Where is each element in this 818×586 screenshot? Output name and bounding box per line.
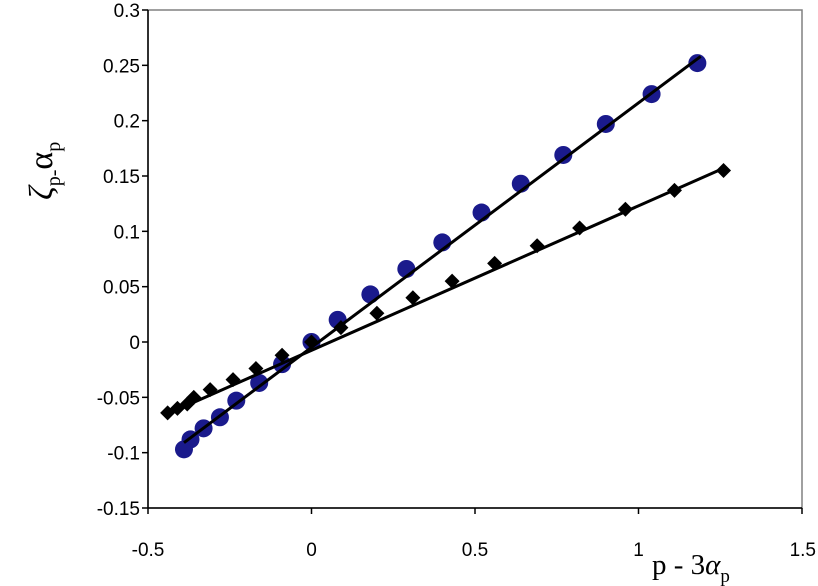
x-tick-label: 1 [633, 540, 644, 561]
data-point-diamond [716, 162, 732, 178]
data-point-diamond [274, 347, 290, 363]
x-tick-label: 0.5 [462, 540, 488, 561]
x-axis-title: p - 3αp [652, 549, 730, 586]
y-tick-label: 0.15 [103, 167, 140, 188]
y-tick-label: 0.05 [103, 278, 140, 299]
y-tick-label: 0 [129, 333, 140, 354]
x-tick-label: 0 [306, 540, 317, 561]
x-tick-label: -0.5 [132, 540, 165, 561]
data-point-circle [596, 114, 615, 133]
y-tick-label: 0.1 [114, 222, 140, 243]
y-tick-label: 0.3 [114, 1, 140, 22]
y-tick-label: 0.25 [103, 56, 140, 77]
x-axis-ticks: -0.5 0 0.5 1 1.5 [132, 508, 816, 561]
y-axis-title: ζp-αp [23, 142, 65, 200]
y-tick-label: -0.1 [107, 444, 140, 465]
x-tick-label: 1.5 [790, 540, 816, 561]
fit-line-2 [167, 166, 725, 416]
series-layer [160, 54, 732, 459]
data-point-circle [554, 145, 573, 164]
data-point-diamond [405, 290, 421, 306]
fit-line-1 [183, 55, 702, 444]
data-point-diamond [444, 273, 460, 289]
y-tick-label: 0.2 [114, 112, 140, 133]
data-point-circle [361, 285, 380, 304]
plot-area [147, 9, 803, 509]
y-tick-label: -0.05 [97, 388, 140, 409]
y-axis-ticks: -0.15 -0.1 -0.05 0 0.05 0.1 0.15 0.2 0.25 0.3 [97, 1, 148, 520]
data-point-diamond [369, 305, 385, 321]
data-point-circle [688, 54, 707, 73]
y-tick-label: -0.15 [97, 499, 140, 520]
data-point-circle [250, 373, 269, 392]
